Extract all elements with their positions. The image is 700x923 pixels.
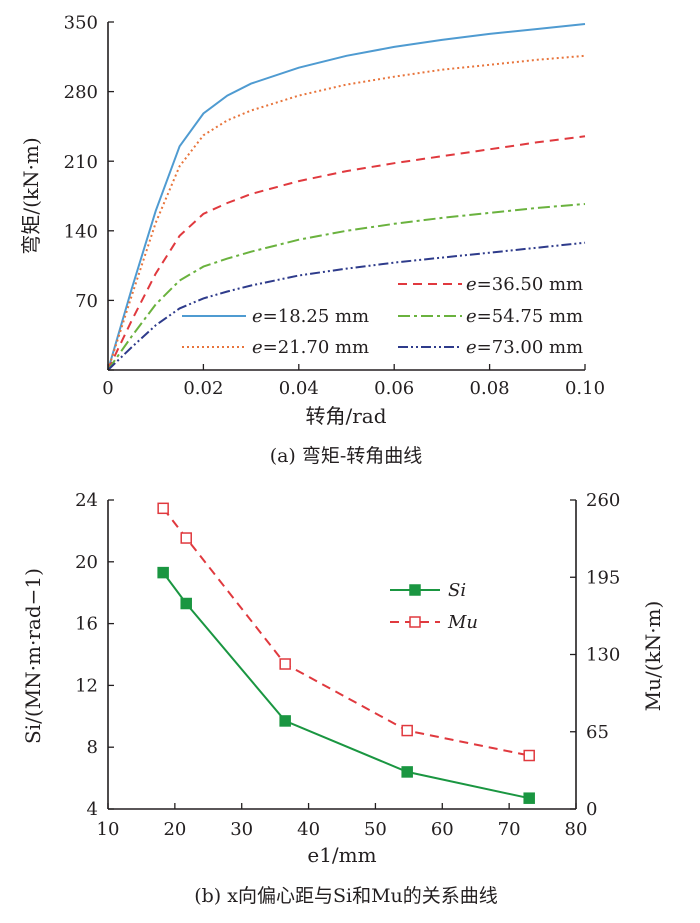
y-tick-label: 70 (75, 291, 98, 312)
series-layer (107, 23, 586, 371)
x-tick-label: 30 (230, 819, 253, 840)
data-point (279, 658, 291, 670)
caption-a: (a) 弯矩-转角曲线 (270, 445, 423, 467)
left-y-tick-label: 20 (75, 552, 98, 573)
series-line (107, 23, 586, 371)
y-tick-label: 280 (64, 82, 98, 103)
x-tick-label: 0.02 (183, 378, 223, 399)
series-line (162, 572, 530, 800)
legend: Si Mu (390, 580, 478, 633)
x-tick-label: 0.04 (279, 378, 319, 399)
y-tick-label: 140 (64, 221, 98, 242)
x-tick-label: 60 (431, 819, 454, 840)
x-tick-label: 0 (102, 378, 113, 399)
x-tick-label: 70 (498, 819, 521, 840)
eccentricity-relation-chart: 10 20 30 40 50 60 70 80 4 8 12 16 20 24 … (21, 490, 665, 907)
x-tick-label: 20 (163, 819, 186, 840)
x-tick-label: 10 (97, 819, 120, 840)
series-line (107, 241, 586, 371)
moment-rotation-chart: 0 0.02 0.04 0.06 0.08 0.10 70 140 210 28… (19, 13, 605, 467)
series-layer (157, 502, 535, 804)
left-y-tick-label: 8 (87, 737, 98, 758)
left-y-tick-label: 12 (75, 675, 98, 696)
data-point (523, 792, 535, 804)
y-axis-label: 弯矩/(kN·m) (19, 137, 43, 254)
legend-label: e=36.50 mm (466, 274, 583, 295)
data-point (401, 766, 413, 778)
left-y-axis-label: Si/(MN·m·rad−1) (21, 568, 45, 744)
legend: e=18.25 mm e=21.70 mm e=36.50 mm e=54.75… (182, 274, 583, 358)
series-line (107, 135, 586, 371)
x-tick-label: 0.08 (470, 378, 510, 399)
y-tick-label: 210 (64, 152, 98, 173)
left-y-tick-label: 4 (87, 799, 98, 820)
y-tick-marks (108, 21, 114, 371)
right-y-tick-label: 130 (586, 645, 620, 666)
tick-marks (107, 499, 577, 810)
data-point (523, 749, 535, 762)
data-point (279, 715, 291, 727)
x-axis-label: 转角/rad (305, 404, 386, 428)
right-y-tick-label: 260 (586, 490, 620, 511)
x-tick-label: 40 (297, 819, 320, 840)
right-y-tick-label: 195 (586, 567, 620, 588)
right-y-tick-label: 0 (586, 799, 597, 820)
series-line (107, 203, 586, 371)
data-point (180, 532, 192, 544)
x-tick-label: 0.10 (565, 378, 605, 399)
x-tick-label: 80 (565, 819, 588, 840)
caption-b: (b) x向偏心距与Si和Mu的关系曲线 (194, 885, 498, 907)
legend-label: Si (448, 580, 466, 601)
x-axis-label: e1/mm (307, 843, 376, 867)
data-point (157, 502, 169, 515)
x-tick-label: 50 (364, 819, 387, 840)
x-tick-label: 0.06 (374, 378, 414, 399)
legend-label: Mu (447, 612, 478, 633)
legend-marker (409, 584, 421, 596)
data-point (157, 566, 169, 579)
legend-marker (409, 616, 421, 628)
right-y-axis-label: Mu/(kN·m) (641, 601, 665, 712)
legend-label: e=54.75 mm (466, 306, 583, 327)
x-tick-marks (107, 364, 586, 370)
data-point (180, 597, 192, 610)
legend-label: e=18.25 mm (252, 306, 369, 327)
data-point (401, 724, 413, 737)
legend-label: e=21.70 mm (252, 337, 369, 358)
left-y-tick-label: 24 (75, 490, 98, 511)
right-y-tick-label: 65 (586, 722, 609, 743)
left-y-tick-label: 16 (75, 614, 98, 635)
y-tick-label: 350 (64, 13, 98, 34)
legend-label: e=73.00 mm (466, 337, 583, 358)
